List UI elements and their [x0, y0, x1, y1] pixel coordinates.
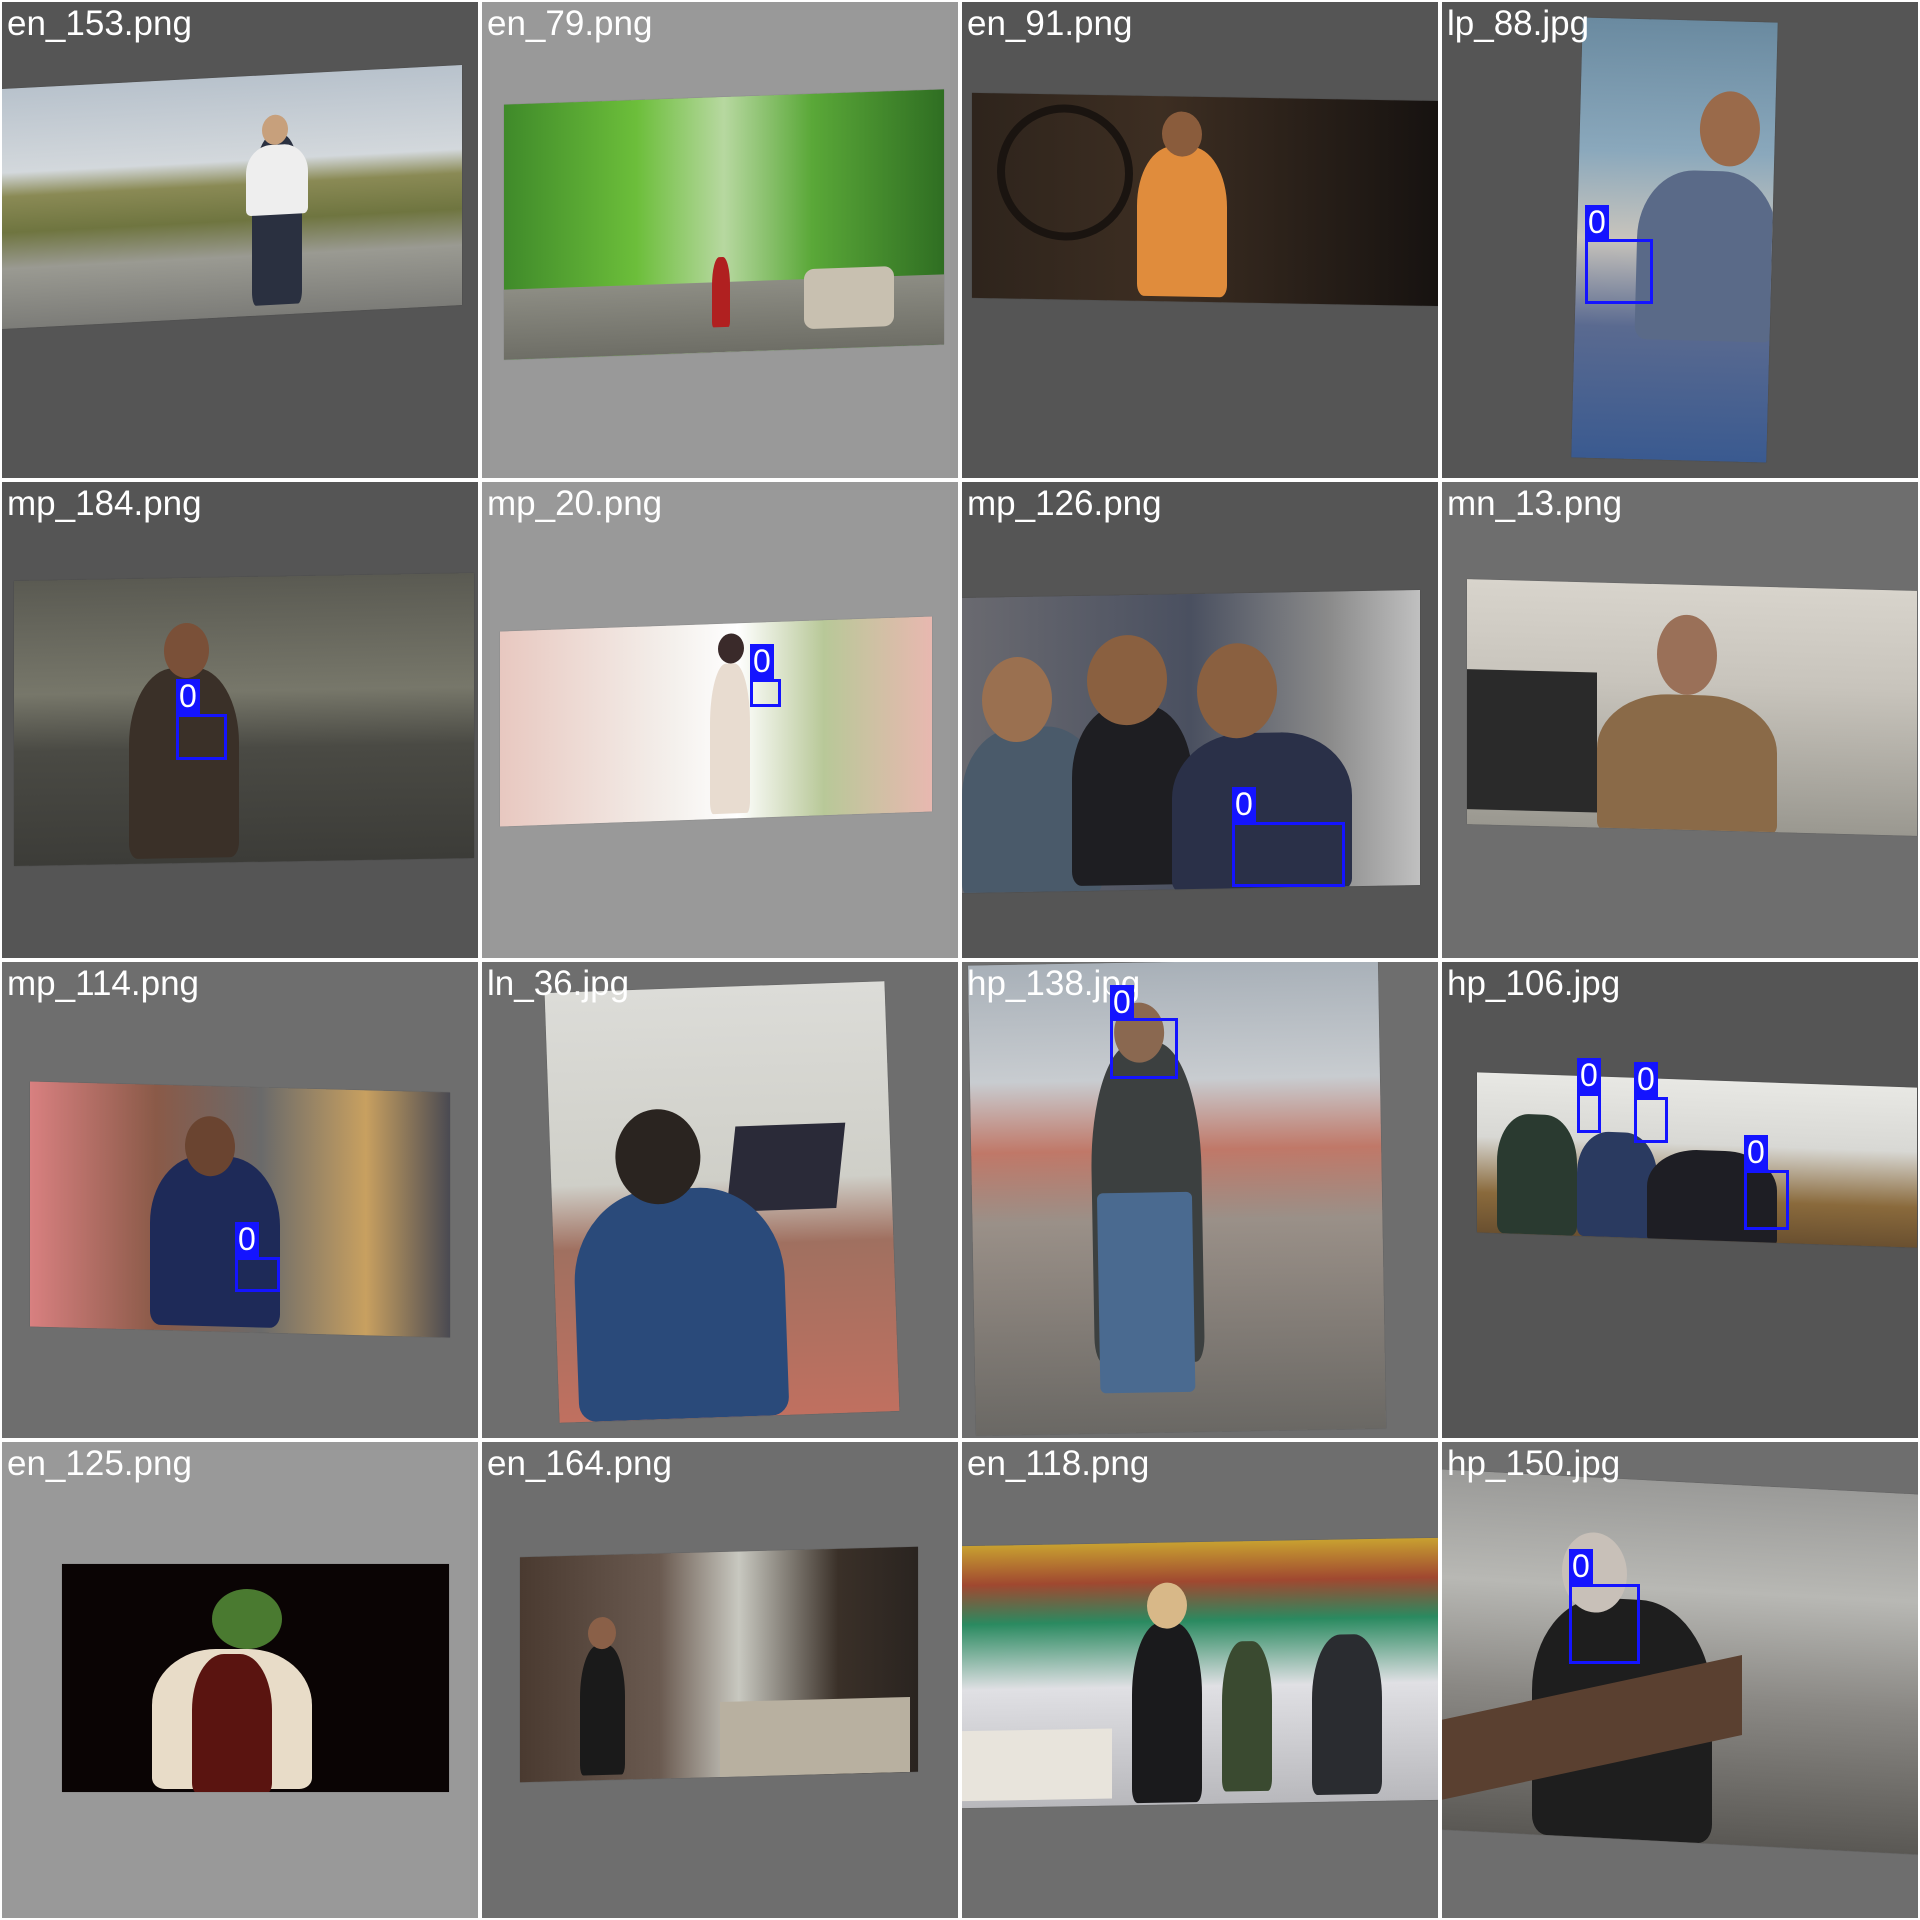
detection-box: 0	[235, 1222, 280, 1292]
photo	[520, 1546, 918, 1783]
tile-mp-114: 0 mp_114.png	[2, 962, 478, 1438]
tile-ln-36: ln_36.jpg	[482, 962, 958, 1438]
detection-box: 0	[1585, 205, 1653, 304]
filename-label: hp_106.jpg	[1447, 964, 1621, 1003]
photo	[62, 1564, 449, 1792]
class-label: 0	[235, 1222, 259, 1257]
filename-label: en_125.png	[7, 1444, 192, 1483]
class-label: 0	[1232, 787, 1256, 822]
filename-label: lp_88.jpg	[1447, 4, 1590, 43]
class-label: 0	[1744, 1135, 1768, 1170]
tile-en-125: en_125.png	[2, 1442, 478, 1918]
tile-hp-150: 0 hp_150.jpg	[1442, 1442, 1918, 1918]
filename-label: en_118.png	[967, 1444, 1150, 1483]
tile-mp-20: 0 mp_20.png	[482, 482, 958, 958]
filename-label: en_91.png	[967, 4, 1133, 43]
photo	[504, 89, 944, 360]
tile-en-164: en_164.png	[482, 1442, 958, 1918]
filename-label: mp_114.png	[7, 964, 200, 1003]
photo	[962, 1537, 1438, 1809]
photo	[972, 92, 1438, 307]
photo	[962, 590, 1420, 893]
detection-box: 0	[1744, 1135, 1789, 1230]
tile-en-91: en_91.png	[962, 2, 1438, 478]
class-label: 0	[1634, 1062, 1658, 1097]
filename-label: ln_36.jpg	[487, 964, 630, 1003]
photo	[1467, 579, 1917, 836]
filename-label: mn_13.png	[1447, 484, 1623, 523]
filename-label: en_79.png	[487, 4, 653, 43]
detection-box: 0	[1634, 1062, 1668, 1143]
tile-mp-184: 0 mp_184.png	[2, 482, 478, 958]
tile-en-118: en_118.png	[962, 1442, 1438, 1918]
class-label: 0	[1110, 985, 1134, 1020]
filename-label: mp_184.png	[7, 484, 202, 523]
class-label: 0	[1585, 205, 1609, 240]
filename-label: en_153.png	[7, 4, 192, 43]
class-label: 0	[750, 644, 774, 679]
class-label: 0	[1577, 1058, 1601, 1093]
tile-lp-88: 0 lp_88.jpg	[1442, 2, 1918, 478]
tile-hp-106: 0 0 0 hp_106.jpg	[1442, 962, 1918, 1438]
detection-box: 0	[1569, 1549, 1640, 1664]
detection-box: 0	[1232, 787, 1345, 887]
class-label: 0	[176, 679, 200, 714]
photo	[14, 572, 474, 867]
photo	[1477, 1072, 1917, 1248]
detection-box: 0	[176, 679, 227, 760]
filename-label: hp_150.jpg	[1447, 1444, 1621, 1483]
filename-label: mp_20.png	[487, 484, 663, 523]
photo	[1442, 1469, 1918, 1855]
photo	[30, 1081, 450, 1338]
detection-box: 0	[1110, 985, 1178, 1079]
photo	[500, 616, 932, 827]
photo	[2, 64, 462, 330]
detection-box: 0	[750, 644, 781, 707]
tile-en-153: en_153.png	[2, 2, 478, 478]
filename-label: mp_126.png	[967, 484, 1162, 523]
class-label: 0	[1569, 1549, 1593, 1584]
filename-label: en_164.png	[487, 1444, 672, 1483]
tile-hp-138: 0 hp_138.jpg	[962, 962, 1438, 1438]
tile-mp-126: 0 mp_126.png	[962, 482, 1438, 958]
tile-en-79: en_79.png	[482, 2, 958, 478]
detection-box: 0	[1577, 1058, 1601, 1133]
tile-mn-13: mn_13.png	[1442, 482, 1918, 958]
photo	[544, 981, 900, 1423]
